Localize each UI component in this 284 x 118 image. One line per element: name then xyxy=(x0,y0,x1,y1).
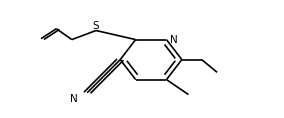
Text: N: N xyxy=(70,94,78,104)
Text: S: S xyxy=(93,21,99,31)
Text: N: N xyxy=(170,35,178,45)
